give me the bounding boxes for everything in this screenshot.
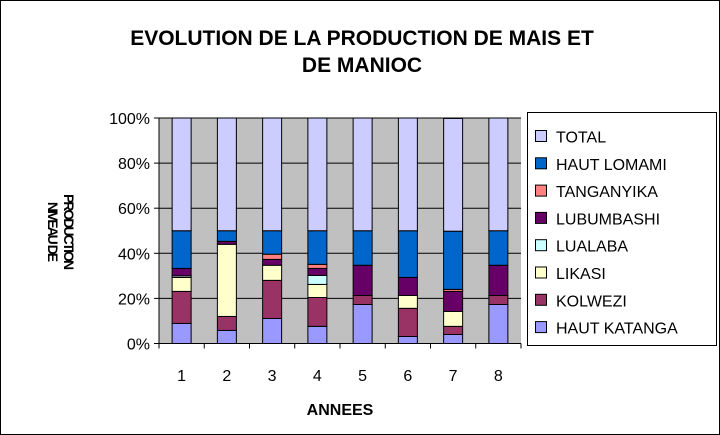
- y-tick-label: 0%: [127, 337, 150, 354]
- legend-swatch: [535, 266, 547, 279]
- bar-segment: [216, 315, 237, 331]
- legend-label: LUBUMBASHI: [556, 211, 660, 228]
- bar-segment: [443, 333, 464, 345]
- y-tick-label: 20%: [118, 291, 150, 308]
- legend-label: TOTAL: [556, 130, 606, 147]
- bar-segment: [443, 290, 464, 312]
- legend-swatch: [535, 211, 547, 224]
- bar-segment: [443, 310, 464, 327]
- bar-segment: [171, 322, 192, 345]
- bar-segment: [488, 303, 509, 344]
- bar-segment: [307, 274, 328, 285]
- bar-segment: [262, 264, 283, 281]
- legend-label: HAUT KATANGA: [556, 321, 678, 338]
- x-tick-label: 1: [177, 368, 186, 385]
- y-tick-label: 60%: [118, 201, 150, 218]
- bar-segment: [171, 267, 192, 277]
- y-axis-label-line-2: PRODUCTION: [61, 194, 77, 270]
- bar-segment: [307, 230, 328, 265]
- plot-area: [159, 118, 521, 344]
- bar-segment: [171, 290, 192, 324]
- bar-segment: [488, 117, 509, 232]
- legend-swatch: [535, 321, 547, 334]
- bar-segment: [171, 276, 192, 292]
- bar-segment: [352, 303, 373, 344]
- bar-segment: [443, 117, 464, 232]
- legend-label: LIKASI: [556, 266, 606, 283]
- bar-segment: [397, 230, 418, 278]
- x-tick-label: 7: [449, 368, 458, 385]
- bar-segment: [307, 296, 328, 327]
- chart-title-line-1: EVOLUTION DE LA PRODUCTION DE MAIS ET: [130, 27, 594, 50]
- bar-segment: [262, 230, 283, 255]
- bar-segment: [443, 230, 464, 290]
- x-tick-label: 4: [313, 368, 322, 385]
- y-axis-label: NIVEAU DE PRODUCTION: [45, 194, 77, 270]
- x-tick-label: 2: [222, 368, 231, 385]
- bar-segment: [488, 294, 509, 305]
- legend-label: HAUT LOMAMI: [556, 157, 667, 174]
- bar-segment: [397, 336, 418, 344]
- y-axis-label-line-1: NIVEAU DE: [45, 202, 61, 262]
- bar-segment: [171, 117, 192, 232]
- chart-title-line-2: DE MANIOC: [302, 54, 422, 77]
- x-axis-label: ANNEES: [307, 402, 374, 419]
- bar-segment: [307, 283, 328, 298]
- bar-segment: [488, 230, 509, 266]
- bar-segment: [443, 325, 464, 335]
- bar-segment: [171, 230, 192, 269]
- bar-segment: [216, 243, 237, 317]
- bar-segment: [307, 117, 328, 232]
- legend-label: TANGANYIKA: [556, 184, 658, 201]
- bar-segment: [397, 294, 418, 309]
- bar-segment: [307, 267, 328, 276]
- bar-segment: [352, 264, 373, 296]
- x-tick-label: 3: [268, 368, 277, 385]
- bar-segment: [307, 325, 328, 344]
- legend-swatch: [535, 157, 547, 170]
- legend-label: LUALABA: [556, 239, 628, 256]
- x-tick-label: 5: [358, 368, 367, 385]
- bar-segment: [262, 317, 283, 345]
- bar-segment: [262, 258, 283, 266]
- y-tick-label: 40%: [118, 246, 150, 263]
- x-tick-label: 8: [494, 368, 503, 385]
- legend-swatch: [535, 184, 547, 197]
- bar-segment: [488, 264, 509, 296]
- bar-segment: [352, 294, 373, 305]
- legend-label: KOLWEZI: [556, 293, 627, 310]
- bar-segment: [397, 307, 418, 338]
- bar-segment: [216, 117, 237, 232]
- legend-swatch: [535, 293, 547, 306]
- y-tick-label: 100%: [109, 111, 150, 128]
- bar-segment: [307, 263, 328, 269]
- bar-segment: [262, 279, 283, 319]
- bar-segment: [216, 329, 237, 344]
- bar-segment: [262, 253, 283, 260]
- legend-swatch: [535, 239, 547, 252]
- bar-segment: [262, 117, 283, 232]
- bar-segment: [352, 230, 373, 266]
- legend-swatch: [535, 130, 547, 142]
- legend-box: [527, 112, 717, 346]
- bar-segment: [397, 117, 418, 232]
- bar-segment: [397, 276, 418, 296]
- bar-segment: [216, 230, 237, 242]
- bar-segment: [352, 117, 373, 232]
- y-tick-label: 80%: [118, 156, 150, 173]
- x-tick-label: 6: [403, 368, 412, 385]
